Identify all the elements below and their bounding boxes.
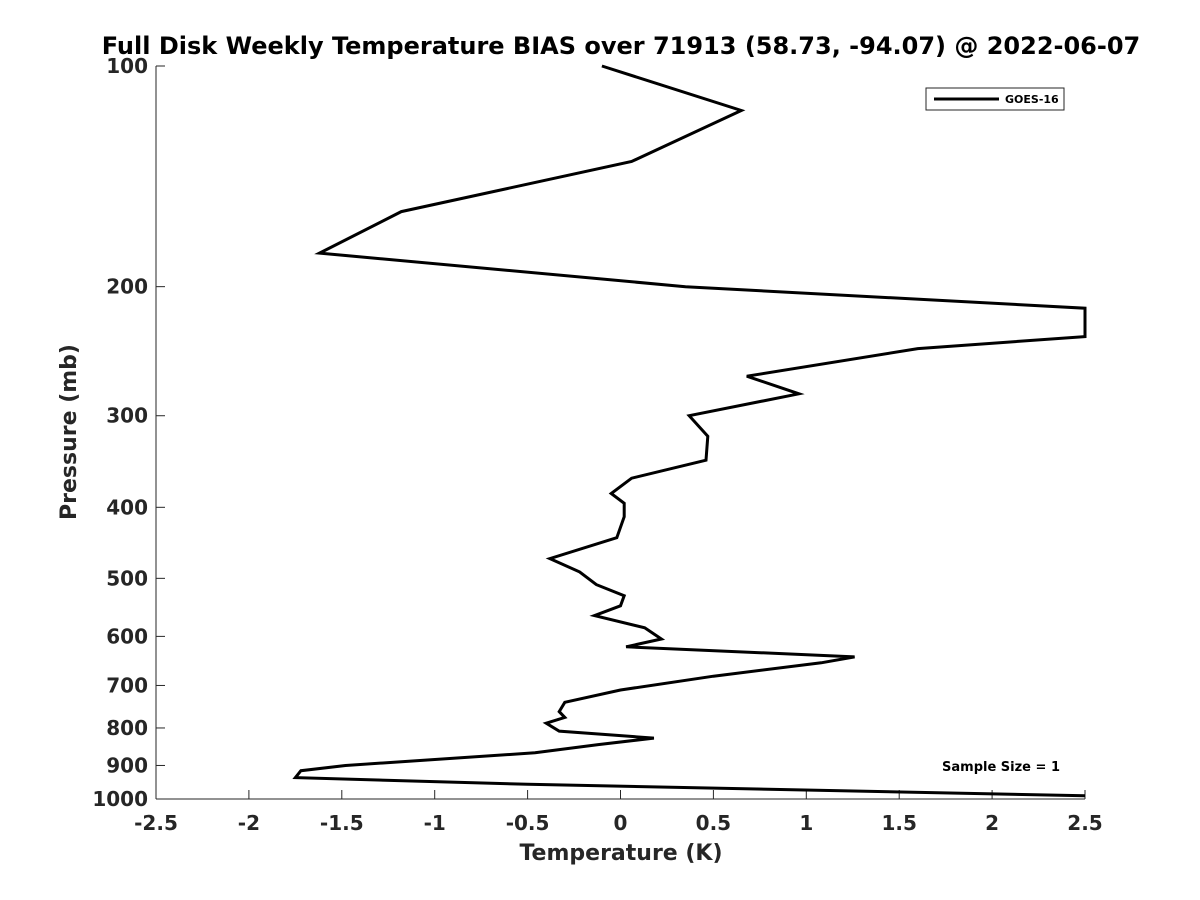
y-tick-label: 1000 (92, 787, 148, 811)
x-tick-label: 0.5 (696, 811, 731, 835)
y-tick-label: 400 (106, 495, 148, 519)
series-line-goes-16 (292, 64, 1087, 798)
x-tick-label: 2 (985, 811, 999, 835)
series-layer (292, 64, 1087, 798)
x-tick-label: 1.5 (881, 811, 916, 835)
x-tick-label: -1.5 (320, 811, 364, 835)
x-tick-label: 2.5 (1067, 811, 1102, 835)
x-tick-label: -1 (424, 811, 446, 835)
y-tick-label: 300 (106, 404, 148, 428)
sample-size-annotation: Sample Size = 1 (942, 760, 1060, 775)
x-tick-label: 1 (799, 811, 813, 835)
chart-title: Full Disk Weekly Temperature BIAS over 7… (102, 32, 1141, 60)
x-tick-label: -0.5 (506, 811, 550, 835)
x-tick-label: 0 (614, 811, 628, 835)
y-ticks: 100 200 300 400 500 600 700 800 900 1000 (92, 54, 165, 811)
x-axis-label: Temperature (K) (519, 841, 722, 866)
y-tick-label: 900 (106, 753, 148, 777)
y-tick-label: 800 (106, 716, 148, 740)
y-axis-label: Pressure (mb) (57, 344, 82, 520)
x-tick-label: -2 (238, 811, 260, 835)
y-tick-label: 100 (106, 54, 148, 78)
y-tick-label: 500 (106, 566, 148, 590)
legend: GOES-16 (925, 87, 1065, 111)
x-tick-label: -2.5 (134, 811, 178, 835)
y-tick-label: 200 (106, 275, 148, 299)
legend-label-goes-16: GOES-16 (1005, 93, 1059, 106)
y-tick-label: 600 (106, 624, 148, 648)
x-ticks: -2.5 -2 -1.5 -1 -0.5 0 0.5 1 1.5 2 2.5 (134, 790, 1103, 835)
y-tick-label: 700 (106, 673, 148, 697)
